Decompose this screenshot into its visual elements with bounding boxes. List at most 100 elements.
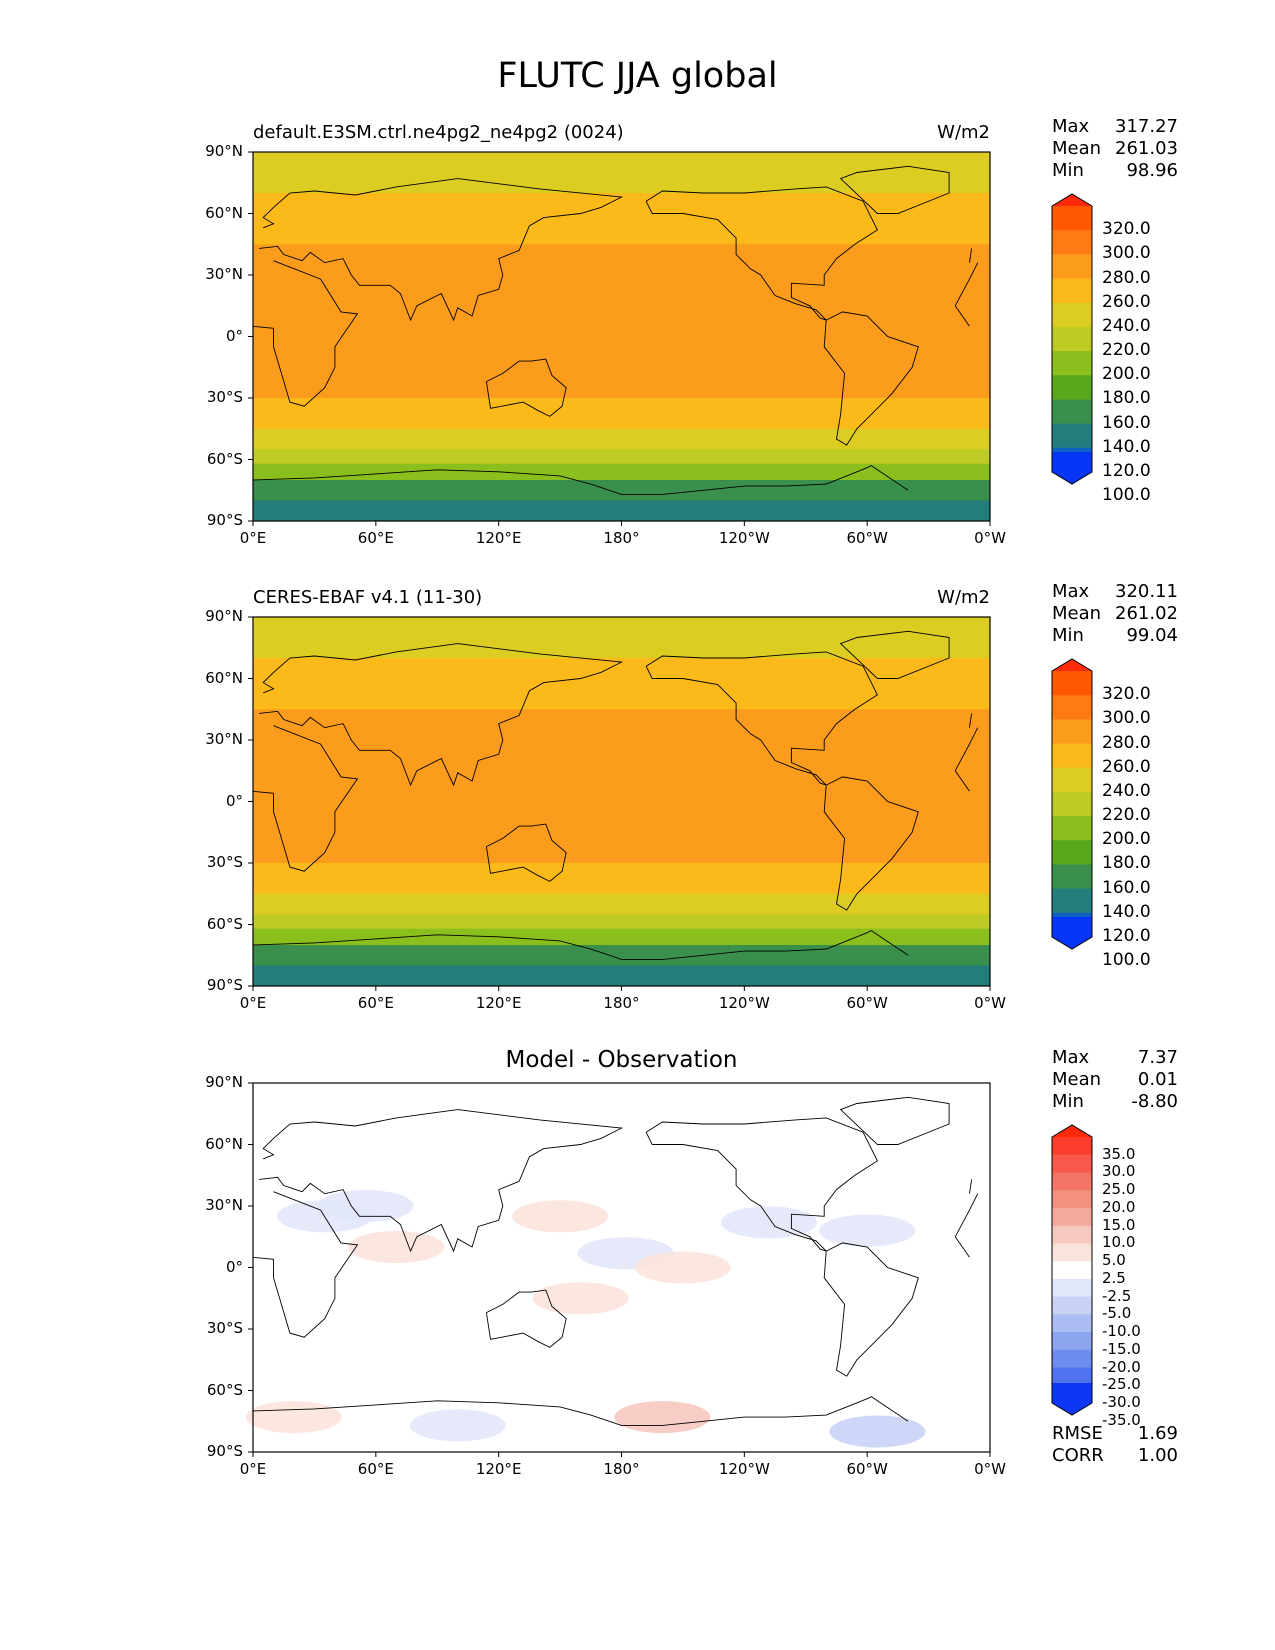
colorbar-swatch — [1052, 326, 1092, 352]
colorbar-swatch — [1052, 1261, 1092, 1280]
colorbar-swatch — [1052, 423, 1092, 449]
x-tick-label: 0°W — [974, 1460, 1006, 1478]
y-tick-label: 60°N — [205, 668, 243, 687]
data-band — [253, 863, 990, 894]
colorbar-outline — [1051, 1124, 1093, 1416]
x-tick-label: 120°E — [475, 994, 522, 1012]
colorbar-outline — [1051, 193, 1093, 485]
colorbar-level-label: 140.0 — [1102, 436, 1151, 457]
colorbar — [1051, 658, 1093, 950]
colorbar-level-label: 180.0 — [1102, 388, 1151, 409]
coastlines — [252, 630, 979, 960]
data-band — [253, 945, 990, 966]
data-band — [253, 822, 990, 863]
stat-min: Min 99.04 — [1052, 625, 1178, 647]
colorbar-swatch — [1052, 671, 1092, 696]
colorbar-swatch — [1052, 302, 1092, 328]
coastline-segment — [252, 260, 359, 407]
data-band — [253, 965, 990, 986]
colorbar-level-label: 200.0 — [1102, 829, 1151, 850]
y-tick-label: 30°S — [206, 853, 243, 871]
antarctic-coastline — [252, 1396, 909, 1426]
y-tick-label: 30°S — [206, 388, 243, 406]
x-tick-label: 60°E — [357, 1460, 394, 1478]
stat-value: 1.00 — [1137, 1445, 1178, 1466]
y-tick-label: 30°N — [205, 1196, 243, 1214]
colorbar — [1051, 193, 1093, 485]
y-tick-label: 60°S — [206, 914, 243, 933]
coastline-segment — [259, 643, 624, 787]
coastline-segment — [954, 770, 970, 792]
colorbar-extend-bottom — [1052, 917, 1092, 949]
colorbar-level-label: 240.0 — [1102, 315, 1151, 336]
data-band — [253, 617, 990, 658]
x-tick-label: 60°W — [846, 1460, 888, 1478]
x-tick-label: 60°W — [846, 994, 888, 1012]
x-tick-label: 0°E — [239, 1460, 267, 1478]
y-tick-label: 90°N — [205, 1073, 243, 1091]
coastline-segment — [645, 186, 878, 321]
y-tick-label: 60°N — [205, 203, 243, 222]
stat-mean: Mean 261.02 — [1052, 603, 1178, 625]
stat-value: 1.69 — [1137, 1423, 1178, 1444]
colorbar-swatch — [1052, 719, 1092, 745]
stat-min: Min 98.96 — [1052, 160, 1178, 182]
colorbar-swatch — [1052, 230, 1092, 255]
colorbar-swatch — [1052, 375, 1092, 401]
colorbar-level-label: 240.0 — [1102, 780, 1151, 801]
stat-min: Min -8.80 — [1052, 1091, 1178, 1113]
data-band — [253, 480, 990, 501]
stat-label: Max — [1052, 1047, 1090, 1068]
stat-value: 0.01 — [1137, 1069, 1178, 1090]
data-band — [253, 463, 990, 480]
colorbar-swatch — [1052, 1243, 1092, 1262]
colorbar-swatch — [1052, 888, 1092, 914]
colorbar-level-label: 20.0 — [1102, 1197, 1136, 1216]
colorbar-level-label: 260.0 — [1102, 756, 1151, 777]
x-tick-label: 180° — [603, 994, 640, 1012]
stat-label: Max — [1052, 116, 1090, 137]
stat-value: 261.03 — [1115, 138, 1178, 159]
colorbar-level-label: 120.0 — [1102, 926, 1151, 946]
y-tick-label: 60°N — [205, 1134, 243, 1153]
y-tick-label: 60°S — [206, 449, 243, 468]
coastline-segment — [969, 248, 973, 263]
y-tick-label: 90°S — [206, 976, 243, 994]
x-tick-label: 0°E — [239, 994, 267, 1012]
stat-label: CORR — [1052, 1445, 1104, 1466]
map-panel — [248, 151, 991, 526]
panel-title: CERES-EBAF v4.1 (11-30) — [253, 587, 483, 608]
units-label: W/m2 — [937, 122, 990, 143]
data-band — [253, 658, 990, 710]
data-band — [253, 893, 990, 915]
colorbar-extend-bottom — [1052, 1383, 1092, 1415]
y-tick-label: 30°N — [205, 730, 243, 748]
coastline-segment — [954, 305, 970, 327]
colorbar-level-label: 220.0 — [1102, 805, 1151, 826]
coastline-segment — [839, 630, 950, 679]
stat-label: RMSE — [1052, 1423, 1103, 1444]
colorbar-level-label: 5.0 — [1102, 1251, 1126, 1270]
stat-label: Min — [1052, 625, 1084, 646]
stat-value: 99.04 — [1126, 625, 1178, 646]
anomaly-patch — [819, 1214, 916, 1247]
figure-title: FLUTC JJA global — [497, 56, 778, 96]
panel-title: Model - Observation — [505, 1047, 738, 1073]
stat-max: Max 320.11 — [1052, 581, 1178, 603]
coastlines — [252, 165, 979, 495]
coastline-segment — [823, 776, 919, 911]
colorbar-level-label: 100.0 — [1102, 950, 1151, 971]
data-band — [253, 500, 990, 521]
coastline-segment — [839, 1096, 950, 1145]
stat-value: -8.80 — [1131, 1091, 1178, 1112]
colorbar-level-label: 280.0 — [1102, 267, 1151, 288]
x-tick-label: 120°E — [475, 529, 522, 547]
stat-max: Max 7.37 — [1052, 1047, 1178, 1069]
data-band — [253, 193, 990, 245]
coastline-segment — [485, 358, 567, 417]
colorbar-swatch — [1052, 1225, 1092, 1244]
anomaly-patch — [409, 1409, 506, 1442]
colorbar-swatch — [1052, 767, 1092, 793]
data-band — [253, 928, 990, 945]
coastline-segment — [954, 262, 979, 307]
